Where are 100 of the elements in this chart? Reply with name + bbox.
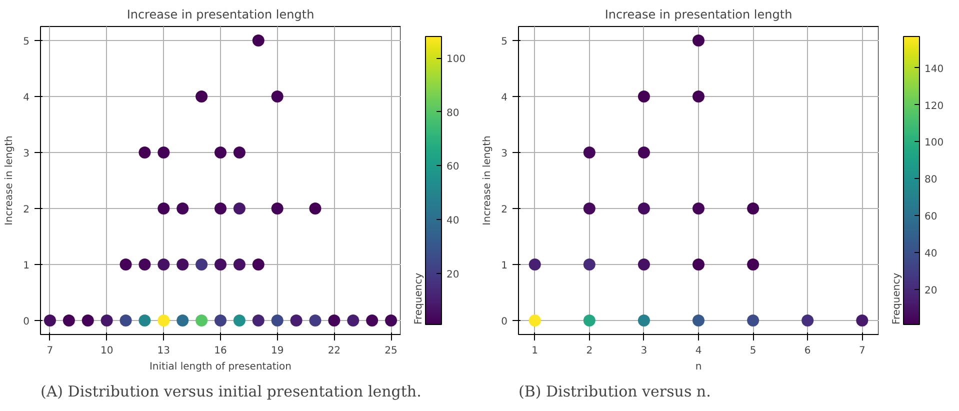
point: [233, 202, 246, 214]
point: [385, 314, 398, 326]
y-tick-label: 1: [23, 260, 30, 272]
chart-title: Increase in presentation length: [604, 8, 792, 22]
y-axis-title: Increase in length: [4, 136, 16, 226]
point: [62, 314, 75, 326]
point: [528, 258, 541, 270]
point: [214, 314, 226, 326]
point: [583, 314, 596, 326]
point: [214, 258, 226, 270]
point: [271, 90, 284, 102]
point: [692, 34, 704, 46]
x-tick-label: 2: [586, 346, 593, 356]
point: [214, 146, 226, 158]
y-tick-label: 3: [501, 148, 508, 160]
point: [158, 146, 170, 158]
point: [528, 314, 541, 326]
color-bar-label: 20: [446, 269, 460, 280]
y-tick-label: 2: [501, 204, 508, 216]
x-tick-label: 22: [328, 346, 341, 356]
color-bar-label: 40: [446, 216, 460, 227]
point: [252, 314, 264, 326]
y-tick-label: 0: [23, 316, 30, 328]
point: [252, 34, 264, 46]
point: [271, 314, 284, 326]
point: [692, 202, 704, 214]
y-tick-label: 1: [501, 260, 508, 272]
point: [747, 258, 760, 270]
x-tick-label: 7: [46, 346, 54, 356]
color-bar-label: 60: [924, 212, 938, 223]
point: [233, 314, 246, 326]
x-tick-label: 19: [270, 346, 284, 356]
x-tick-label: 4: [695, 346, 702, 356]
point: [638, 258, 650, 270]
color-bar-label: 80: [924, 174, 938, 186]
point: [176, 258, 189, 270]
point: [309, 314, 322, 326]
point: [692, 90, 704, 102]
point: [138, 314, 151, 326]
point: [120, 314, 132, 326]
y-tick-label: 3: [23, 148, 30, 160]
point: [638, 202, 650, 214]
x-tick-label: 7: [858, 346, 866, 356]
y-tick-label: 5: [501, 36, 508, 48]
point: [158, 258, 170, 270]
point: [82, 314, 94, 326]
point: [158, 202, 170, 214]
x-tick-label: 16: [214, 346, 227, 356]
point: [583, 202, 596, 214]
point: [692, 258, 704, 270]
point: [196, 314, 208, 326]
point: [290, 314, 302, 326]
chart-title: Increase in presentation length: [126, 8, 314, 22]
y-tick-label: 5: [23, 36, 30, 48]
color-bar-label: 100: [924, 138, 944, 149]
y-axis-title: Increase in length: [482, 136, 494, 226]
y-tick-label: 4: [501, 92, 508, 104]
point: [856, 314, 868, 326]
color-bar-label: 140: [924, 64, 944, 75]
point: [347, 314, 360, 326]
point: [100, 314, 113, 326]
x-axis-title: Initial length of presentation: [149, 362, 292, 372]
point: [138, 258, 151, 270]
point: [176, 202, 189, 214]
x-tick-label: 13: [157, 346, 170, 356]
x-tick-label: 3: [640, 346, 648, 356]
point: [583, 258, 596, 270]
point: [638, 146, 650, 158]
point: [692, 314, 704, 326]
point: [176, 314, 189, 326]
color-bar-label: 60: [446, 162, 460, 173]
x-tick-label: 1: [532, 346, 538, 356]
point: [158, 314, 170, 326]
point: [328, 314, 340, 326]
x-tick-label: 6: [804, 346, 811, 356]
point: [802, 314, 814, 326]
point: [214, 202, 226, 214]
x-tick-label: 25: [384, 346, 398, 356]
point: [309, 202, 322, 214]
x-tick-label: 5: [750, 346, 756, 356]
y-tick-label: 2: [23, 204, 30, 216]
color-bar-label: 120: [924, 100, 944, 112]
point: [196, 90, 208, 102]
point: [638, 90, 650, 102]
x-axis-title: n: [695, 362, 702, 372]
point: [271, 202, 284, 214]
color-bar-label: 40: [924, 248, 938, 260]
x-tick-label: 10: [100, 346, 114, 356]
point: [747, 202, 760, 214]
text: (A) Distribution versus initial presentation length.: [40, 382, 422, 400]
color-bar-title: Frequency: [892, 272, 902, 324]
point: [120, 258, 132, 270]
point: [638, 314, 650, 326]
color-bar-label: 100: [446, 54, 466, 66]
text: (B) Distribution versus n.: [518, 382, 711, 400]
point: [196, 258, 208, 270]
color-bar-label: 80: [446, 108, 460, 119]
color-bar-label: 20: [924, 285, 938, 296]
point: [583, 146, 596, 158]
point: [44, 314, 56, 326]
